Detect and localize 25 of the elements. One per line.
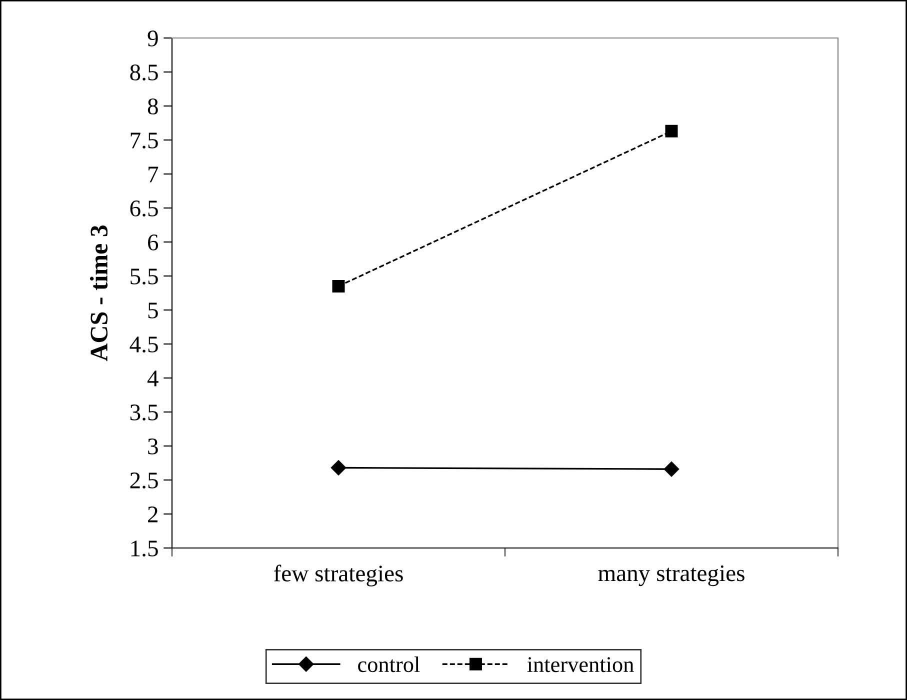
y-tick-label: 5.5 [130, 268, 158, 285]
y-tick-label: 2.5 [130, 472, 158, 489]
y-tick-label: 7.5 [130, 132, 158, 149]
point [332, 280, 345, 292]
legend-label: intervention [527, 657, 634, 672]
y-axis-title: ACS - time 3 [90, 225, 108, 362]
point [330, 460, 346, 476]
y-tick-label: 3.5 [130, 404, 158, 421]
y-tick-label: 6 [148, 234, 158, 250]
y-tick-label: 4 [147, 370, 158, 386]
x-tick-label: few strategies [274, 564, 403, 586]
y-tick-label: 9 [148, 30, 158, 46]
y-tick-label: 8 [148, 98, 158, 114]
x-tick-label: many strategies [598, 565, 744, 586]
y-tick-label: 6.5 [130, 200, 158, 217]
y-tick-label: 4.5 [130, 336, 158, 353]
legend-label: control [358, 656, 420, 672]
y-tick-label: 8.5 [130, 64, 158, 81]
y-tick-label: 7 [148, 166, 158, 182]
point [665, 124, 678, 138]
y-tick-label: 1.5 [131, 540, 158, 557]
y-tick-label: 5 [148, 302, 158, 318]
point [664, 462, 680, 477]
y-tick-label: 2 [148, 506, 158, 522]
y-tick-label: 3 [148, 438, 158, 454]
